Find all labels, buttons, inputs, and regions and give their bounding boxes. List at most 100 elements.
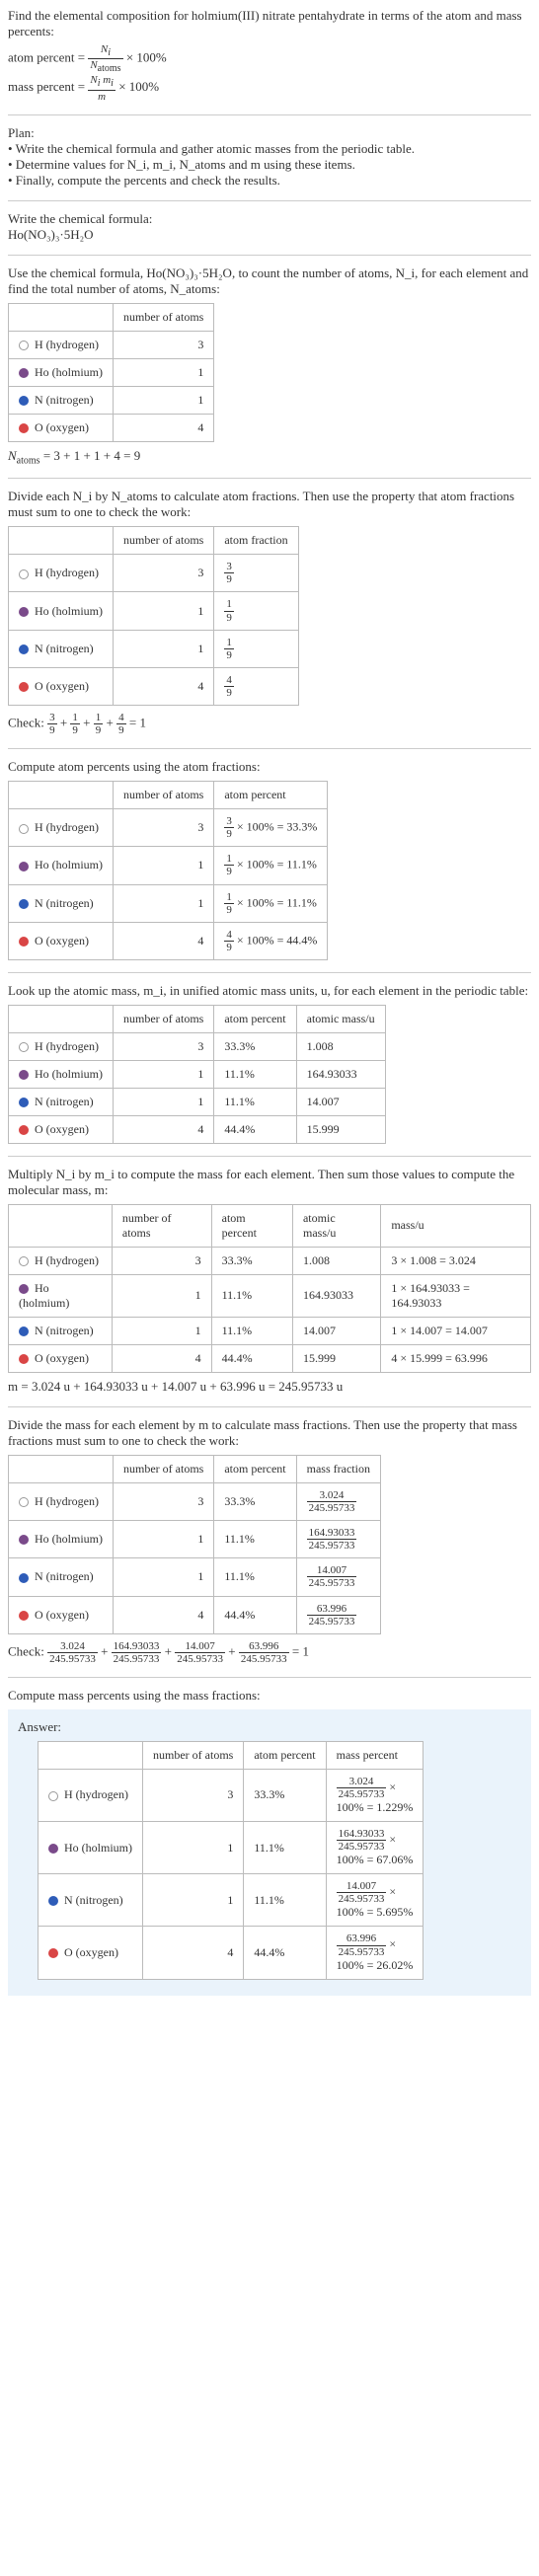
atomic-mass: Look up the atomic mass, m_i, in unified… [8, 983, 531, 1144]
cell: 11.1% [214, 1060, 296, 1088]
mass-calc-table: number of atomsatom percentatomic mass/u… [8, 1204, 531, 1373]
cell: 11.1% [214, 1088, 296, 1115]
atom-fraction-check: Check: 39 + 19 + 19 + 49 = 1 [8, 712, 531, 736]
table-row: Ho (holmium)1 [9, 358, 214, 386]
plan-item: • Finally, compute the percents and chec… [8, 173, 531, 189]
cell: 19 [214, 630, 298, 667]
atom-percent: Compute atom percents using the atom fra… [8, 759, 531, 960]
divider [8, 972, 531, 973]
cell: 33.3% [214, 1032, 296, 1060]
col-header: atomic mass/u [296, 1005, 385, 1032]
col-header: atom percent [214, 1005, 296, 1032]
table-row: Ho (holmium)111.1%164.930331 × 164.93033… [9, 1274, 531, 1317]
mass-calc: Multiply N_i by m_i to compute the mass … [8, 1167, 531, 1395]
cell: 15.999 [296, 1115, 385, 1143]
divider [8, 1156, 531, 1157]
cell: 164.93033 [292, 1274, 380, 1317]
cell: 11.1% [211, 1317, 292, 1344]
cell: 33.3% [244, 1769, 326, 1821]
element-label: N (nitrogen) [35, 1569, 94, 1583]
mass-percent-table: number of atomsatom percentmass percent … [38, 1741, 424, 1980]
frac: NiNatoms [88, 43, 122, 74]
col-header: atom percent [211, 1204, 292, 1247]
plan: Plan: • Write the chemical formula and g… [8, 125, 531, 189]
element-label: H (hydrogen) [35, 566, 99, 579]
atomic-mass-text: Look up the atomic mass, m_i, in unified… [8, 983, 531, 999]
divider [8, 1406, 531, 1407]
element-label: N (nitrogen) [35, 896, 94, 910]
element-dot-icon [19, 1573, 29, 1583]
element-label: O (oxygen) [64, 1945, 118, 1959]
cell: 4 [114, 667, 214, 705]
element-label: O (oxygen) [35, 679, 89, 693]
element-dot-icon [48, 1844, 58, 1854]
element-label: N (nitrogen) [35, 393, 94, 407]
element-label: H (hydrogen) [35, 1494, 99, 1508]
element-label: Ho (holmium) [35, 365, 103, 379]
write-formula-title: Write the chemical formula: [8, 211, 531, 227]
table-row: O (oxygen)4 [9, 414, 214, 441]
element-dot-icon [19, 1284, 29, 1294]
mass-percent-formula: mass percent = Ni mim × 100% [8, 74, 531, 102]
table-row: O (oxygen)444.4%15.9994 × 15.999 = 63.99… [9, 1344, 531, 1372]
element-dot-icon [19, 368, 29, 378]
element-label: N (nitrogen) [64, 1893, 123, 1907]
element-label: Ho (holmium) [35, 1067, 103, 1081]
col-header: atom percent [214, 782, 328, 809]
element-label: H (hydrogen) [64, 1787, 128, 1801]
table-row: H (hydrogen)333.3%3.024245.95733 ×100% =… [38, 1769, 424, 1821]
element-label: H (hydrogen) [35, 338, 99, 351]
divider [8, 1677, 531, 1678]
cell: 14.007245.95733 ×100% = 5.695% [326, 1874, 424, 1927]
atom-percent-text: Compute atom percents using the atom fra… [8, 759, 531, 775]
atom-percent-table: number of atomsatom percent H (hydrogen)… [8, 781, 328, 960]
element-dot-icon [19, 824, 29, 834]
element-dot-icon [19, 423, 29, 433]
cell: 3 [114, 555, 214, 592]
cell: 1 [114, 1088, 214, 1115]
col-header: atom percent [214, 1455, 296, 1482]
cell: 164.93033245.95733 ×100% = 67.06% [326, 1822, 424, 1874]
col-header: number of atoms [112, 1204, 211, 1247]
intro-text: Find the elemental composition for holmi… [8, 8, 531, 39]
element-label: N (nitrogen) [35, 1324, 94, 1337]
plan-item: • Write the chemical formula and gather … [8, 141, 531, 157]
element-label: H (hydrogen) [35, 1253, 99, 1267]
cell: 1 [112, 1274, 211, 1317]
element-label: O (oxygen) [35, 1122, 89, 1136]
col-header: number of atoms [114, 303, 214, 331]
mass-percent: Compute mass percents using the mass fra… [8, 1688, 531, 1996]
answer-box: Answer: number of atomsatom percentmass … [8, 1709, 531, 1996]
cell: 19 × 100% = 11.1% [214, 847, 328, 884]
col-header: mass fraction [296, 1455, 380, 1482]
table-row: H (hydrogen)333.3%1.0083 × 1.008 = 3.024 [9, 1247, 531, 1274]
atom-fraction: Divide each N_i by N_atoms to calculate … [8, 489, 531, 736]
table-row: O (oxygen)449 × 100% = 44.4% [9, 922, 328, 959]
divider [8, 255, 531, 256]
cell: 1 [143, 1874, 244, 1927]
cell: 3 × 1.008 = 3.024 [381, 1247, 531, 1274]
col-header: atom percent [244, 1741, 326, 1769]
cell: 1 [114, 847, 214, 884]
cell: 3 [143, 1769, 244, 1821]
col-header: atomic mass/u [292, 1204, 380, 1247]
cell: 39 [214, 555, 298, 592]
mass-fraction-check: Check: 3.024245.95733 + 164.93033245.957… [8, 1640, 531, 1665]
table-row: Ho (holmium)111.1%164.93033245.95733 ×10… [38, 1822, 424, 1874]
plan-title: Plan: [8, 125, 531, 141]
element-label: O (oxygen) [35, 934, 89, 947]
cell: 3 [114, 809, 214, 847]
table-row: N (nitrogen)119 [9, 630, 299, 667]
table-row: O (oxygen)444.4%63.996245.95733 ×100% = … [38, 1927, 424, 1979]
col-header: mass percent [326, 1741, 424, 1769]
cell: 1 [114, 592, 214, 630]
col-header: number of atoms [114, 1005, 214, 1032]
atomic-mass-table: number of atomsatom percentatomic mass/u… [8, 1005, 386, 1144]
table-row: O (oxygen)444.4%15.999 [9, 1115, 386, 1143]
col-header: number of atoms [114, 1455, 214, 1482]
element-label: H (hydrogen) [35, 1039, 99, 1053]
intro: Find the elemental composition for holmi… [8, 8, 531, 103]
cell: 49 × 100% = 44.4% [214, 922, 328, 959]
cell: 44.4% [211, 1344, 292, 1372]
element-dot-icon [19, 644, 29, 654]
